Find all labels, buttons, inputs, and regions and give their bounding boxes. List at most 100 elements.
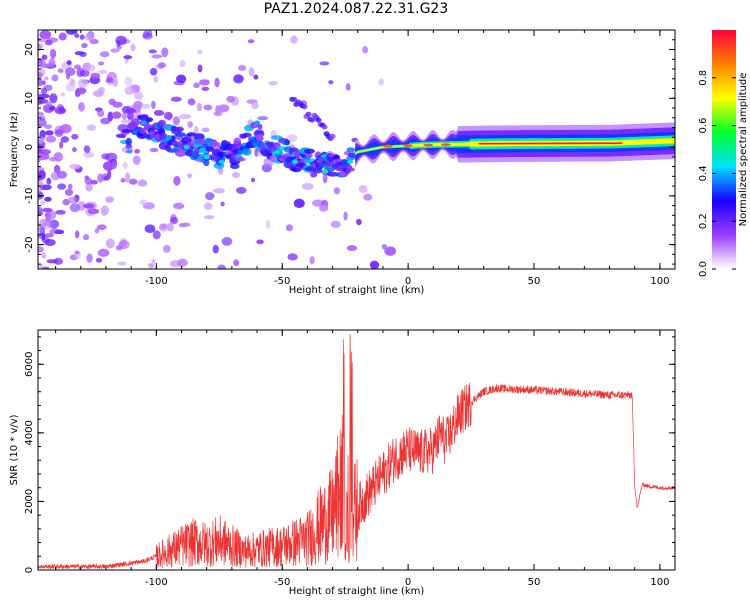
noise-blob: [220, 201, 225, 207]
noise-blob: [53, 164, 61, 174]
ridge-blob: [130, 118, 141, 127]
noise-blob: [118, 239, 130, 250]
noise-blob: [48, 219, 60, 229]
noise-blob: [117, 261, 127, 266]
spectrum-xtick-label: -50: [274, 276, 290, 287]
noise-blob: [328, 80, 334, 85]
noise-blob: [151, 54, 163, 59]
noise-blob: [214, 77, 220, 88]
noise-blob: [231, 171, 240, 178]
noise-blob: [309, 256, 315, 265]
noise-blob: [101, 207, 107, 217]
noise-blob: [45, 101, 52, 108]
arc-blob: [291, 96, 298, 102]
noise-blob: [139, 199, 147, 205]
snr-series-line: [38, 334, 675, 570]
noise-blob: [196, 102, 203, 112]
noise-blob: [111, 111, 122, 119]
arc-blob: [305, 111, 312, 117]
noise-blob: [73, 64, 82, 70]
colorbar: [712, 30, 736, 269]
carrier-hot: [440, 143, 451, 147]
noise-blob: [160, 223, 167, 229]
noise-blob: [97, 86, 105, 94]
noise-blob: [38, 78, 43, 87]
noise-blob: [60, 136, 70, 143]
noise-blob: [179, 59, 186, 68]
noise-blob: [176, 74, 187, 84]
ridge-peak: [183, 144, 190, 150]
noise-blob: [57, 68, 64, 74]
noise-blob: [226, 95, 235, 103]
noise-blob: [163, 244, 171, 253]
noise-blob: [59, 123, 72, 134]
carrier-hot: [403, 144, 414, 147]
ridge-blob: [284, 139, 291, 146]
noise-blob: [203, 202, 213, 210]
noise-blob: [179, 114, 191, 120]
spectrum-xtick-label: -100: [145, 276, 168, 287]
noise-blob: [38, 72, 43, 79]
noise-blob: [290, 35, 298, 44]
noise-blob: [49, 48, 57, 59]
noise-blob: [78, 102, 85, 112]
spectrum-ytick-label: 0: [24, 144, 35, 150]
noise-blob: [125, 172, 131, 183]
noise-blob: [266, 220, 271, 229]
arc-blob: [321, 124, 328, 130]
carrier-hot: [382, 144, 393, 148]
ridge-blob: [145, 117, 154, 122]
noise-blob: [44, 238, 56, 246]
ridge-blob: [140, 114, 149, 119]
noise-blob: [96, 224, 107, 231]
noise-blob: [128, 178, 138, 185]
snr-frame: [37, 329, 676, 571]
spectrum-ytick-label: 10: [24, 92, 35, 105]
ridge-blob: [346, 167, 355, 172]
noise-blob: [65, 82, 76, 92]
noise-blob: [97, 173, 104, 183]
noise-blob: [41, 54, 48, 60]
noise-blob: [44, 233, 54, 238]
noise-blob: [38, 211, 44, 216]
noise-blob: [59, 140, 64, 149]
noise-blob: [140, 103, 151, 109]
ridge-blob: [209, 141, 221, 147]
ridge-blob: [186, 132, 197, 137]
noise-blob: [151, 100, 156, 109]
noise-blob: [58, 32, 67, 41]
noise-blob: [90, 72, 101, 79]
noise-blob: [77, 201, 86, 211]
noise-blob: [149, 67, 158, 76]
noise-blob: [105, 152, 118, 162]
noise-blob: [333, 187, 341, 195]
noise-blob: [124, 86, 134, 96]
noise-blob: [213, 111, 223, 117]
noise-blob: [112, 77, 118, 88]
noise-blob: [122, 162, 128, 169]
ridge-blob: [233, 137, 242, 144]
noise-blob: [38, 118, 47, 127]
noise-blob: [74, 33, 80, 38]
noise-blob: [38, 112, 45, 117]
snr-ylabel: SNR (10 * v/v): [9, 414, 20, 485]
noise-blob: [312, 199, 324, 207]
noise-blob: [161, 47, 169, 58]
colorbar-tick-label: 0.8: [698, 70, 709, 86]
noise-blob: [257, 116, 269, 121]
noise-blob: [384, 246, 396, 256]
noise-blob: [105, 238, 115, 249]
noise-blob: [132, 155, 141, 165]
noise-blob: [39, 30, 52, 39]
noise-blob: [358, 184, 368, 194]
ridge-peak: [140, 120, 147, 125]
noise-blob: [41, 232, 46, 241]
noise-blob: [157, 62, 166, 68]
noise-blob: [330, 220, 341, 228]
noise-blob: [235, 186, 247, 194]
noise-blob: [53, 152, 64, 162]
noise-blob: [83, 145, 91, 154]
ridge-peak: [274, 149, 281, 155]
ridge-peak: [165, 135, 172, 140]
